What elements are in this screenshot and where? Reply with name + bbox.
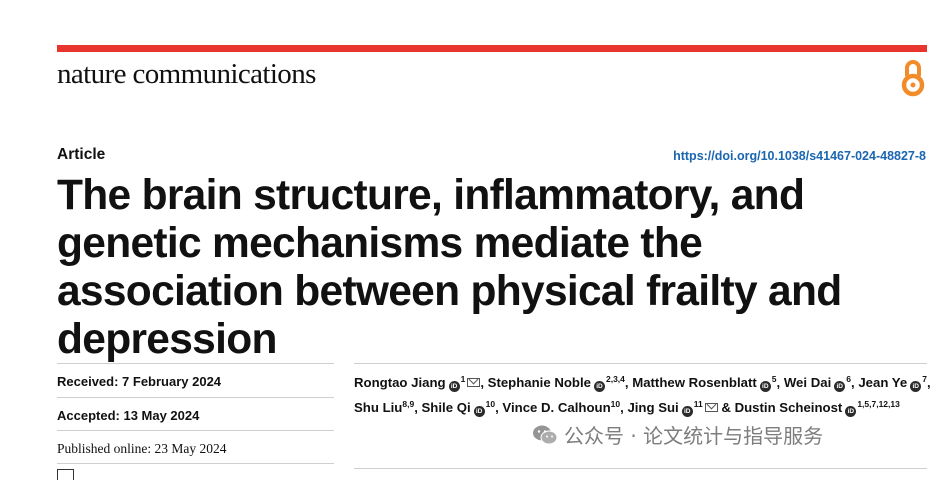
- author-separator: ,: [850, 375, 859, 390]
- affiliation-superscript: 11: [693, 398, 703, 409]
- author-item[interactable]: Matthew Rosenblatt iD5: [632, 374, 777, 392]
- watermark-text: 公众号 · 论文统计与指导服务: [564, 424, 824, 448]
- check-for-updates-icon[interactable]: [57, 469, 74, 480]
- author-separator: ,: [776, 375, 784, 390]
- article-title: The brain structure, inflammatory, and g…: [57, 172, 842, 363]
- affiliation-superscript: 1: [460, 374, 466, 384]
- journal-name: nature communications: [57, 58, 316, 90]
- author-separator: ,: [495, 399, 503, 415]
- affiliation-superscript: 8,9: [402, 398, 415, 409]
- author-item[interactable]: Jean Ye iD7: [858, 374, 927, 392]
- wechat-icon: [533, 425, 558, 444]
- author-name: Matthew Rosenblatt: [632, 375, 757, 390]
- author-item[interactable]: Shile Qi iD10: [421, 398, 496, 417]
- authors-top-divider: [354, 363, 927, 364]
- orcid-icon[interactable]: iD: [473, 405, 485, 417]
- author-name: Jean Ye: [858, 375, 908, 390]
- author-item[interactable]: Vince D. Calhoun10: [502, 398, 621, 415]
- doi-link[interactable]: https://doi.org/10.1038/s41467-024-48827…: [673, 149, 926, 163]
- author-name: Rongtao Jiang: [354, 375, 446, 390]
- orcid-icon[interactable]: iD: [681, 405, 693, 417]
- mail-icon[interactable]: [704, 402, 718, 412]
- affiliation-superscript: 6: [846, 374, 851, 384]
- author-name: Shu Liu: [354, 399, 403, 415]
- header-accent-rule: [57, 45, 927, 52]
- article-type: Article: [57, 146, 106, 163]
- author-name: Jing Sui: [627, 399, 679, 415]
- author-item[interactable]: Shu Liu8,9: [354, 398, 415, 415]
- authors-bottom-divider: [354, 468, 927, 469]
- author-list: Rongtao Jiang iD1, Stephanie Noble iD2,3,4…: [354, 369, 934, 418]
- author-name: Stephanie Noble: [487, 375, 591, 390]
- author-item[interactable]: Dustin Scheinost iD1,5,7,12,13: [734, 398, 900, 417]
- author-separator: ,: [620, 399, 628, 415]
- accepted-date: Accepted: 13 May 2024: [57, 396, 334, 431]
- received-date: Received: 7 February 2024: [57, 363, 334, 397]
- affiliation-superscript: 2,3,4: [605, 374, 625, 384]
- published-date: Published online: 23 May 2024: [57, 430, 334, 464]
- affiliation-superscript: 5: [771, 374, 777, 384]
- open-access-icon[interactable]: [898, 58, 928, 98]
- author-name: Vince D. Calhoun: [502, 399, 611, 415]
- author-item[interactable]: Jing Sui iD11: [627, 398, 718, 417]
- affiliation-superscript: 10: [610, 398, 621, 409]
- author-separator: &: [717, 399, 735, 415]
- author-name: Dustin Scheinost: [734, 399, 843, 415]
- orcid-icon[interactable]: iD: [845, 405, 857, 417]
- author-item[interactable]: Stephanie Noble iD2,3,4: [487, 374, 625, 392]
- dates-panel: Received: 7 February 2024 Accepted: 13 M…: [57, 363, 334, 464]
- author-item[interactable]: Wei Dai iD6: [783, 374, 851, 392]
- author-item[interactable]: Rongtao Jiang iD1: [354, 374, 481, 392]
- author-separator: ,: [414, 399, 422, 415]
- watermark: 公众号 · 论文统计与指导服务: [532, 420, 823, 449]
- affiliation-superscript: 7: [922, 374, 927, 384]
- orcid-icon[interactable]: iD: [448, 381, 460, 392]
- orcid-icon[interactable]: iD: [593, 381, 605, 392]
- author-name: Wei Dai: [783, 375, 832, 390]
- affiliation-superscript: 10: [485, 398, 496, 409]
- orcid-icon[interactable]: iD: [910, 381, 922, 392]
- author-name: Shile Qi: [421, 399, 471, 415]
- author-separator: ,: [926, 375, 931, 390]
- orcid-icon[interactable]: iD: [834, 381, 846, 392]
- orcid-icon[interactable]: iD: [759, 381, 771, 392]
- mail-icon[interactable]: [467, 378, 481, 387]
- affiliation-superscript: 1,5,7,12,13: [857, 398, 900, 409]
- author-separator: ,: [624, 375, 633, 390]
- author-separator: ,: [480, 375, 488, 390]
